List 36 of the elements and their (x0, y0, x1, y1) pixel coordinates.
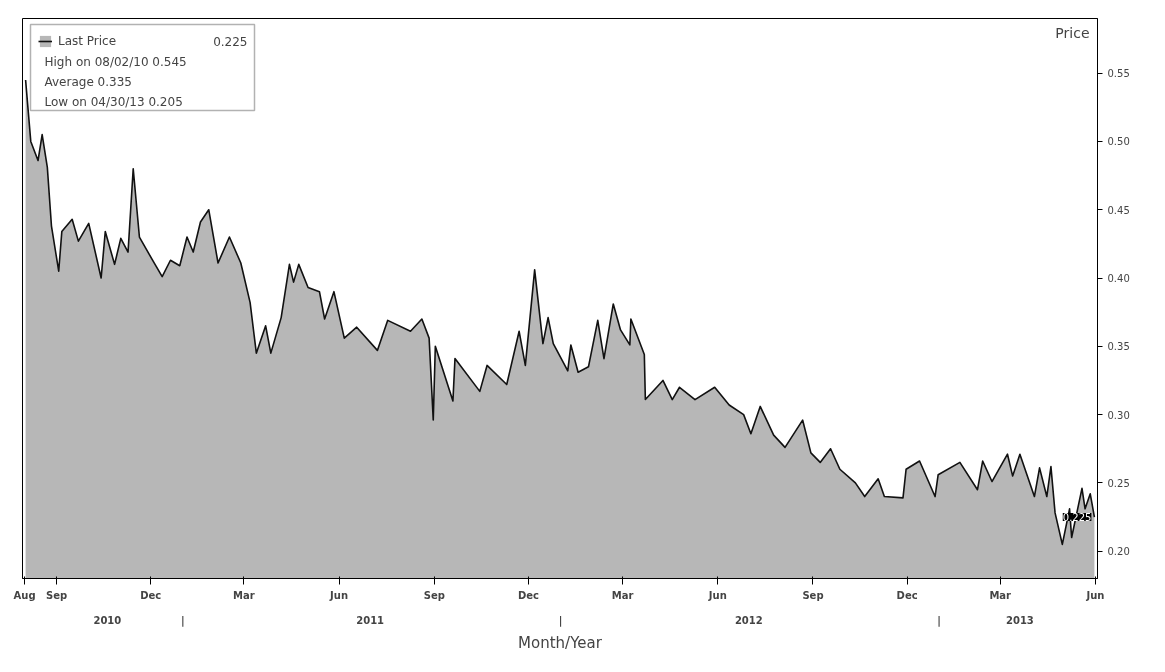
x-tick-label: Jun (329, 589, 349, 601)
y-tick-label: 0.20 (1107, 546, 1130, 558)
annotation: Low on 04/30/13 0.205 (44, 94, 183, 109)
x-tick-label: Dec (140, 589, 162, 601)
x-tick-label: Jun (707, 589, 727, 601)
x-tick-label: Sep (802, 589, 824, 601)
y-tick-label: 0.45 (1107, 204, 1130, 216)
x2-tick-label: | (181, 614, 185, 627)
x2-tick-label: | (558, 614, 563, 627)
x-tick-label: Aug (13, 589, 36, 601)
annotation: 0.225 (1062, 512, 1092, 524)
x2-tick-label: 2013 (1005, 614, 1034, 626)
x-tick-label: Sep (46, 589, 68, 601)
x-tick-label: Dec (896, 589, 918, 601)
y-tick-label: 0.55 (1107, 68, 1130, 80)
annotation: Average 0.335 (44, 74, 132, 89)
x-tick-label: Mar (233, 589, 255, 601)
x-tick-label: Sep (423, 589, 445, 601)
x-tick-label: Mar (989, 589, 1012, 601)
x2-tick-label: | (937, 614, 942, 627)
x2-tick-label: 2012 (734, 614, 763, 626)
y-tick-label: 0.40 (1107, 273, 1130, 285)
x-axis-title: Month/Year (518, 633, 603, 652)
y-axis-title: Price (1055, 24, 1090, 41)
legend-label: Last Price (58, 34, 117, 48)
x-tick-label: Dec (517, 589, 540, 601)
y-tick-label: 0.35 (1107, 341, 1130, 353)
y-tick-label: 0.25 (1107, 477, 1130, 489)
annotation: 0.225 (213, 35, 248, 49)
x-tick-label: Jun (1085, 589, 1105, 601)
y-tick-label: 0.30 (1107, 409, 1130, 421)
x2-tick-label: 2011 (356, 614, 385, 626)
x-tick-label: Mar (611, 589, 634, 601)
annotation: High on 08/02/10 0.545 (44, 54, 187, 69)
y-tick-label: 0.50 (1107, 136, 1130, 148)
x2-tick-label: 2010 (93, 614, 122, 626)
